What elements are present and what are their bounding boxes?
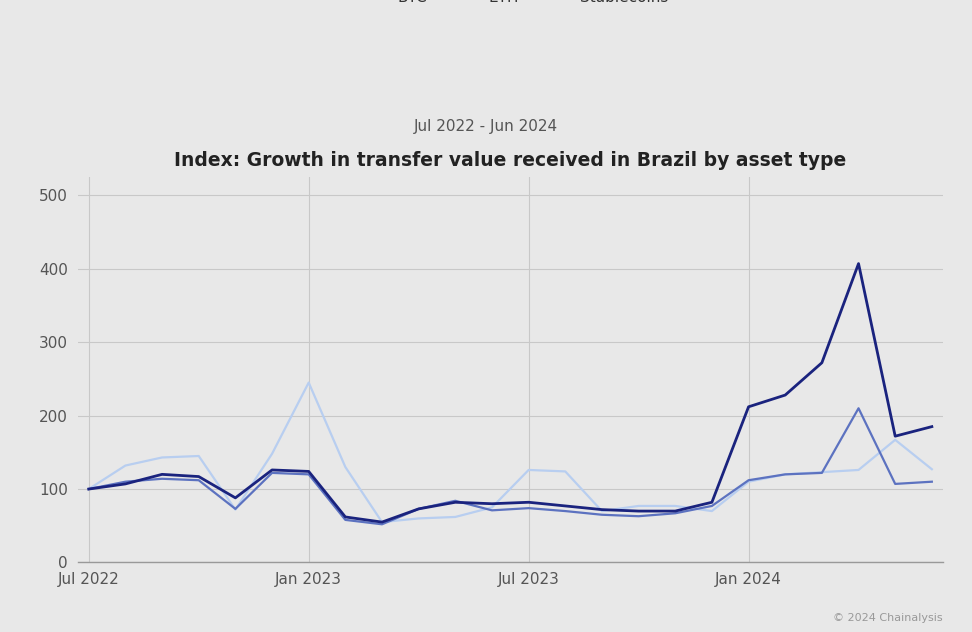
Text: Jul 2022 - Jun 2024: Jul 2022 - Jun 2024 [414, 119, 558, 134]
Text: © 2024 Chainalysis: © 2024 Chainalysis [833, 612, 943, 623]
Legend: BTC, ETH, Stablecoins: BTC, ETH, Stablecoins [346, 0, 675, 11]
Title: Index: Growth in transfer value received in Brazil by asset type: Index: Growth in transfer value received… [174, 151, 847, 170]
